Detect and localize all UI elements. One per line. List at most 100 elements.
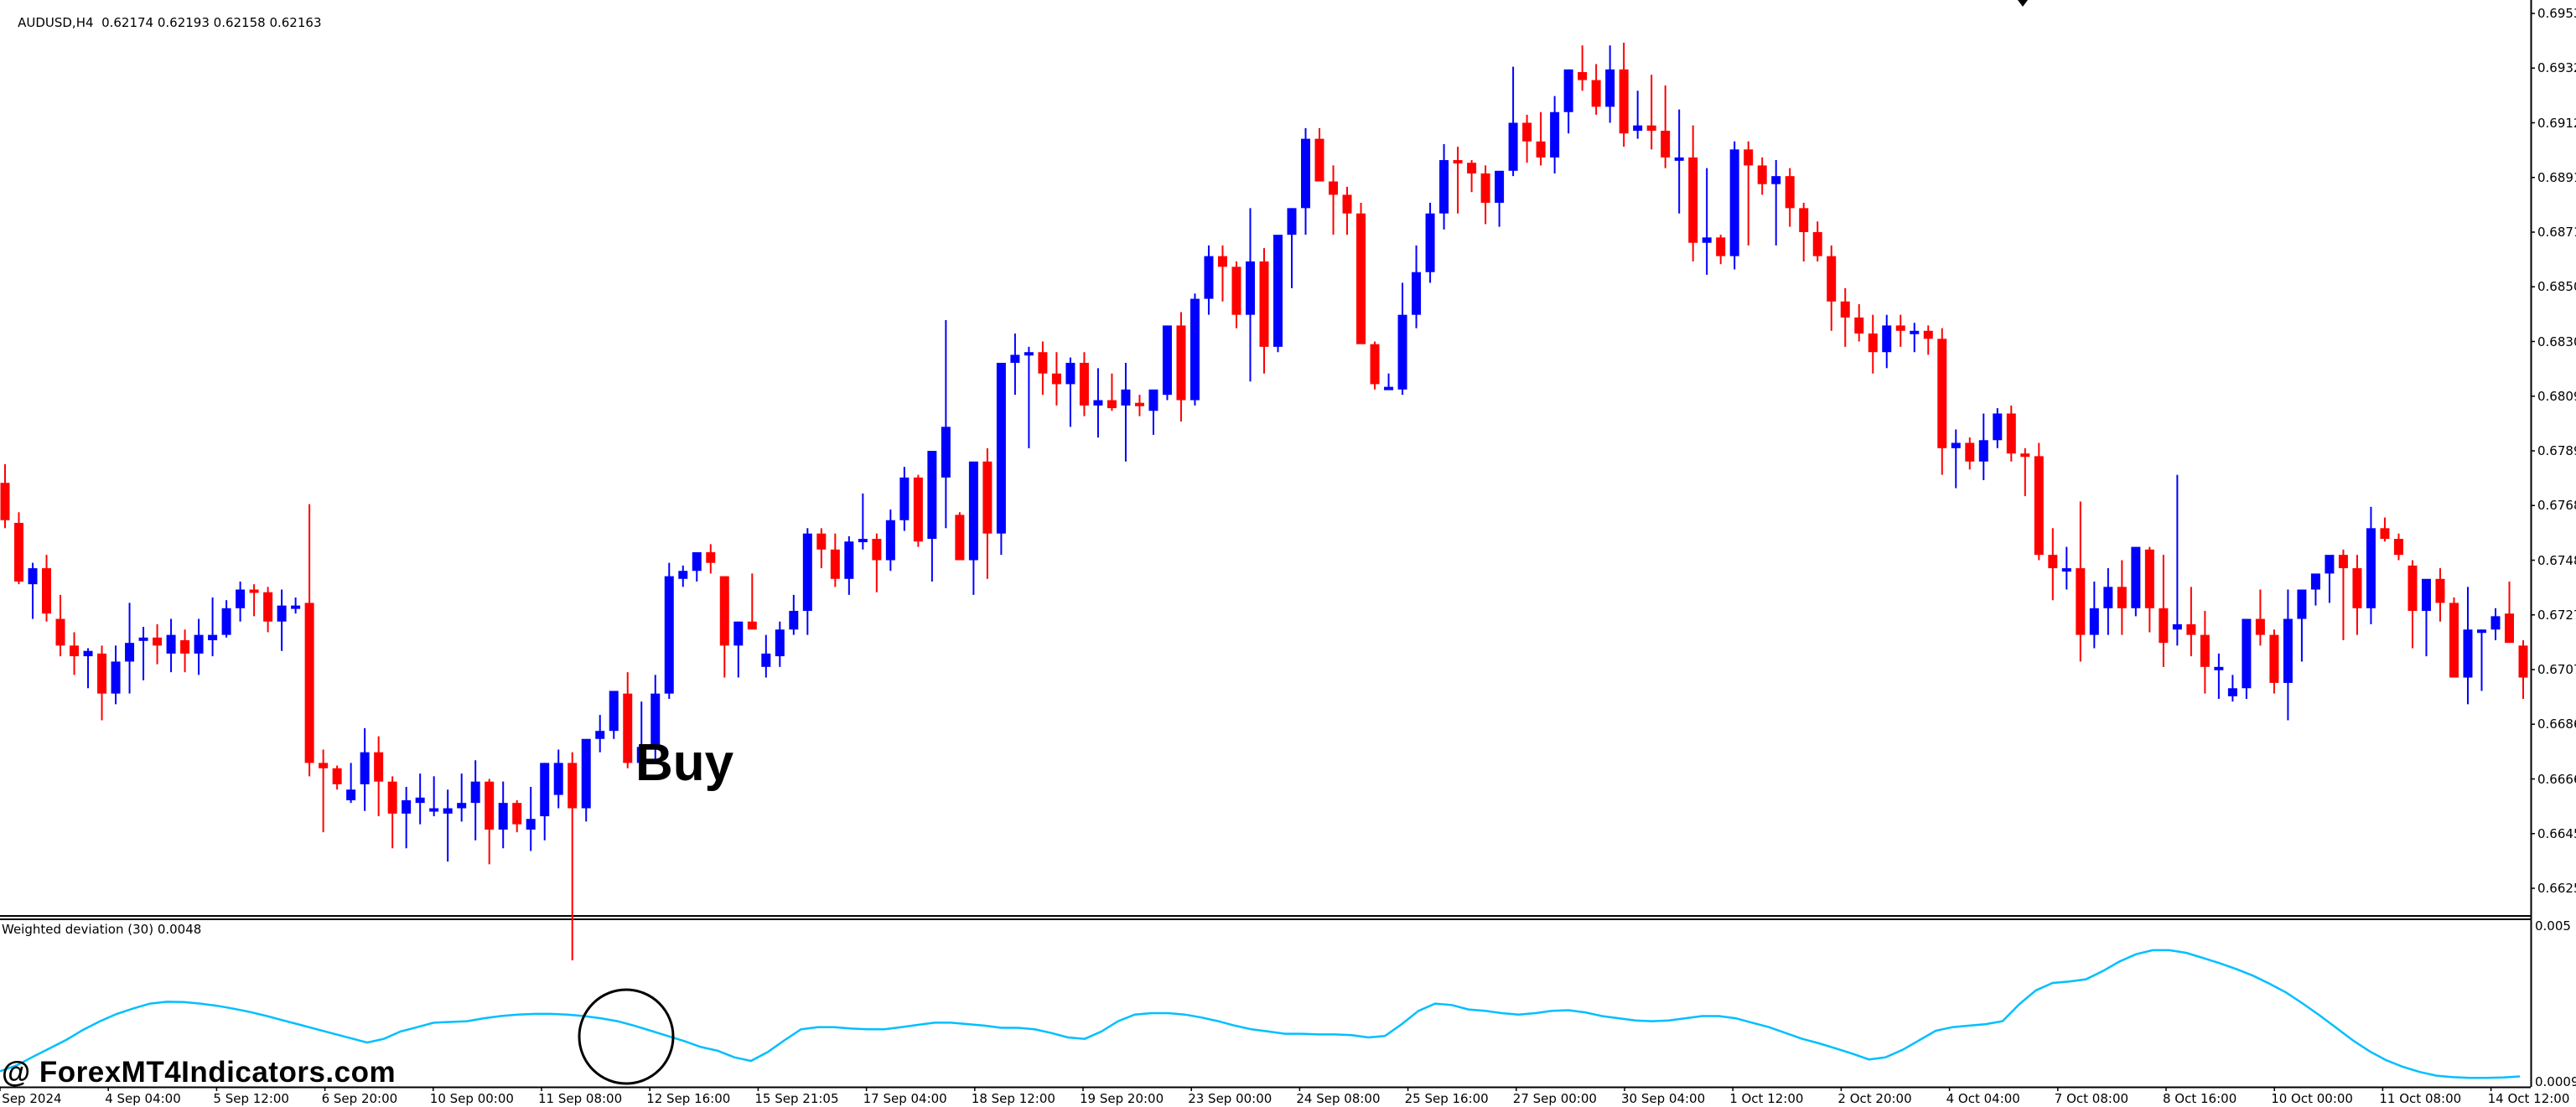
bear-candle — [2006, 413, 2016, 454]
bull-candle — [692, 551, 702, 572]
bear-candle — [816, 533, 827, 550]
bull-candle — [775, 629, 785, 657]
bull-candle — [291, 605, 301, 609]
price-tick-label: 0.66455 — [2537, 825, 2576, 841]
price-tick-label: 0.69325 — [2537, 60, 2576, 76]
time-tick-label: 11 Sep 08:00 — [538, 1091, 623, 1106]
bear-candle — [1051, 373, 1061, 385]
bull-candle — [2214, 666, 2224, 670]
bull-candle — [2089, 608, 2099, 635]
bear-candle — [2338, 555, 2348, 569]
bull-candle — [2366, 528, 2376, 608]
bull-candle — [858, 539, 868, 543]
bull-candle — [2242, 618, 2252, 689]
bear-candle — [1827, 256, 1837, 302]
bull-candle — [2103, 587, 2113, 608]
bull-candle — [1204, 256, 1214, 299]
bull-candle — [636, 747, 646, 763]
bear-candle — [512, 803, 522, 825]
price-tick-label: 0.68095 — [2537, 388, 2576, 404]
bull-candle — [221, 608, 231, 635]
ohlc-values: 0.62174 0.62193 0.62158 0.62163 — [101, 15, 322, 30]
bear-candle — [1923, 330, 1933, 339]
bull-candle — [2172, 623, 2182, 630]
bear-candle — [2269, 634, 2279, 683]
bull-candle — [1010, 354, 1020, 363]
bear-candle — [1799, 208, 1809, 232]
time-tick-label: 24 Sep 08:00 — [1296, 1091, 1381, 1106]
price-tick-label: 0.66660 — [2537, 771, 2576, 787]
bear-candle — [97, 653, 107, 694]
bull-candle — [166, 634, 176, 654]
time-tick-label: 19 Sep 20:00 — [1080, 1091, 1164, 1106]
bear-candle — [2200, 634, 2210, 667]
bear-candle — [153, 637, 163, 646]
bull-candle — [526, 819, 536, 830]
price-tick-label: 0.67275 — [2537, 607, 2576, 623]
bear-candle — [1342, 194, 1352, 214]
bull-candle — [1162, 325, 1172, 396]
bear-candle — [1965, 442, 1975, 462]
chart-header: AUDUSD,H4 0.62174 0.62193 0.62158 0.6216… — [2, 0, 321, 45]
bull-candle — [1412, 272, 1422, 315]
bull-candle — [1245, 261, 1255, 315]
bull-candle — [650, 693, 661, 747]
bear-candle — [1840, 301, 1850, 318]
bull-candle — [346, 789, 356, 800]
shift-marker-icon[interactable] — [2018, 0, 2028, 7]
bull-candle — [1148, 389, 1158, 411]
bear-candle — [14, 522, 24, 582]
bull-candle — [208, 634, 218, 640]
bull-candle — [402, 799, 412, 814]
bear-candle — [2504, 613, 2514, 644]
candles-group — [0, 43, 2528, 960]
bear-candle — [1217, 256, 1227, 267]
bear-candle — [2186, 623, 2196, 635]
bear-candle — [387, 781, 397, 814]
bear-candle — [872, 539, 882, 561]
bull-candle — [1910, 330, 1920, 334]
price-tick-label: 0.69530 — [2537, 6, 2576, 21]
bull-candle — [415, 797, 425, 804]
weighted-deviation-line — [0, 949, 2521, 1079]
bull-candle — [1121, 389, 1131, 406]
bear-candle — [2117, 587, 2127, 608]
price-tick-label: 0.68710 — [2537, 225, 2576, 240]
price-tick-label: 0.67890 — [2537, 443, 2576, 458]
bear-candle — [982, 461, 993, 534]
bear-candle — [706, 551, 716, 563]
bull-candle — [761, 653, 771, 667]
bull-candle — [1024, 352, 1034, 356]
bull-candle — [1425, 213, 1435, 272]
bear-candle — [1231, 266, 1241, 315]
bear-candle — [70, 645, 80, 657]
bear-candle — [1812, 232, 1822, 256]
bull-candle — [1495, 170, 1505, 203]
bull-candle — [498, 803, 508, 830]
bear-candle — [568, 763, 578, 809]
price-tick-label: 0.67070 — [2537, 662, 2576, 677]
time-tick-label: 25 Sep 16:00 — [1404, 1091, 1489, 1106]
bull-candle — [1190, 298, 1200, 401]
bull-candle — [1674, 157, 1684, 161]
bear-candle — [180, 639, 190, 654]
bull-candle — [111, 661, 121, 694]
bear-candle — [2159, 608, 2169, 644]
bull-candle — [28, 568, 38, 585]
bull-candle — [236, 589, 246, 608]
time-tick-label: 27 Sep 00:00 — [1512, 1091, 1597, 1106]
bull-candle — [968, 461, 978, 561]
bull-candle — [1301, 138, 1311, 209]
bear-candle — [1591, 80, 1601, 107]
bull-candle — [2297, 589, 2307, 619]
bull-candle — [443, 808, 453, 814]
bull-candle — [678, 571, 688, 579]
bear-candle — [1356, 213, 1366, 344]
bear-candle — [1536, 141, 1546, 158]
bull-candle — [1093, 400, 1103, 406]
bull-candle — [360, 752, 370, 784]
bull-candle — [1563, 69, 1573, 112]
bear-candle — [2255, 618, 2265, 635]
